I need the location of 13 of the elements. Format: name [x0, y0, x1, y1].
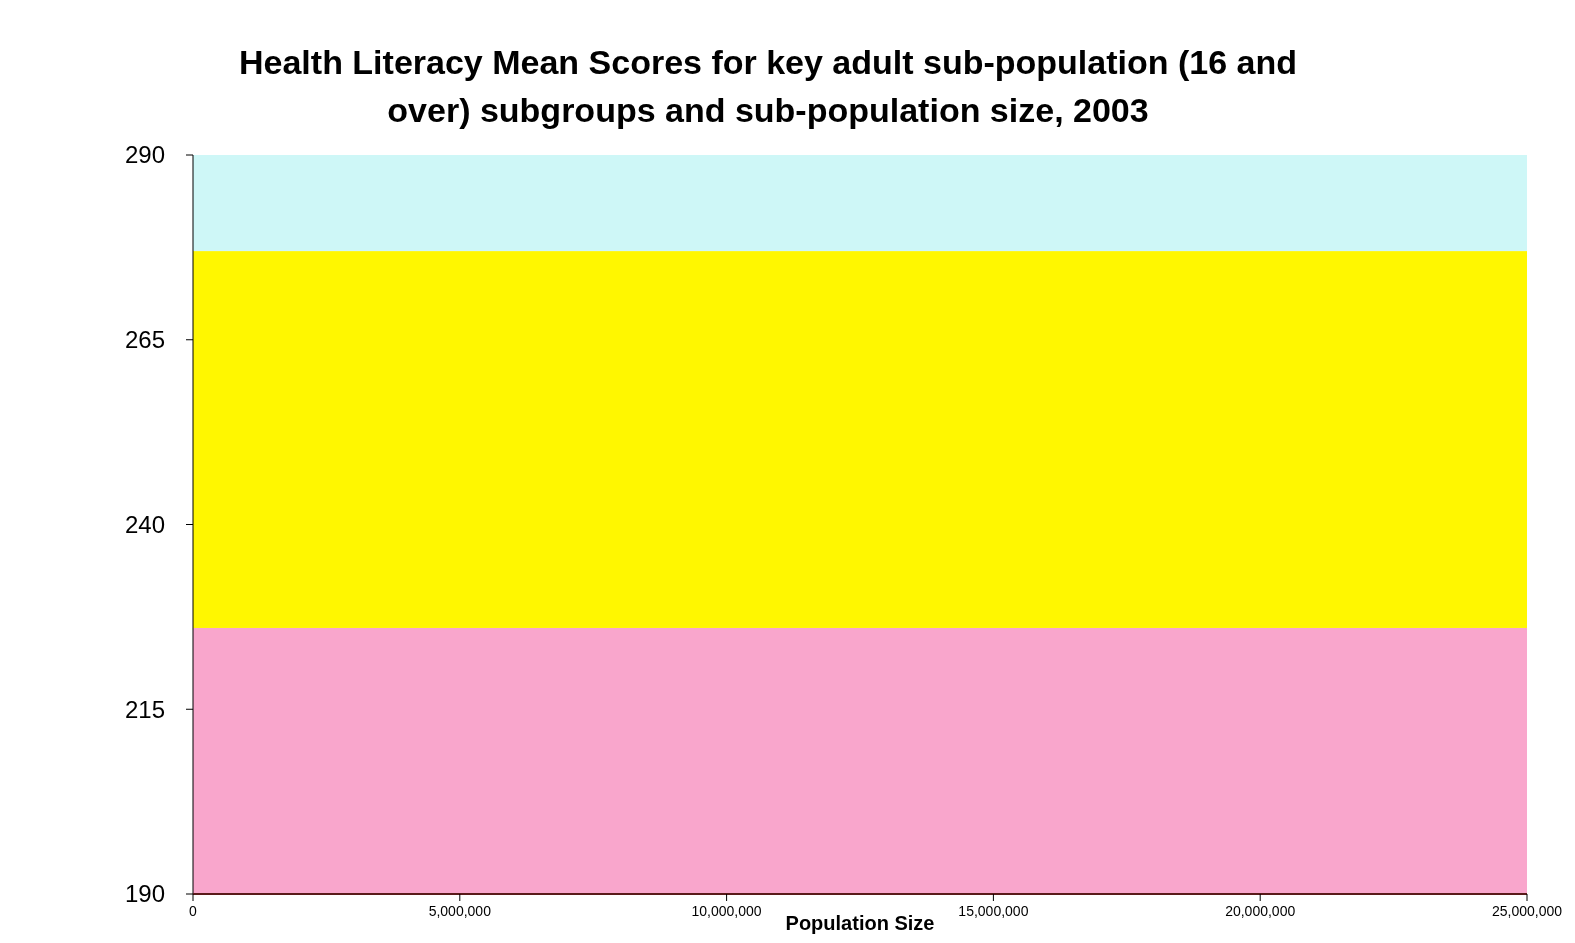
- x-tick-label: 10,000,000: [691, 903, 762, 919]
- x-tick-label: 25,000,000: [1491, 903, 1563, 919]
- y-tick-label: 215: [124, 695, 165, 723]
- x-tick-label: 5,000,000: [428, 903, 492, 919]
- chart-title: Health Literacy Mean Scores for key adult sub-population (16 and over) subgroups and sub-population size, 2003: [238, 43, 1298, 129]
- x-tick-label: 20,000,000: [1225, 903, 1296, 919]
- x-axis-title: Population Size: [785, 912, 935, 934]
- y-tick-label: 290: [124, 141, 165, 169]
- y-tick-label: 265: [124, 326, 165, 354]
- y-tick-label: 190: [124, 880, 165, 908]
- y-tick-label: 240: [124, 510, 165, 538]
- x-tick-label: 0: [189, 903, 198, 919]
- x-tick-label: 15,000,000: [958, 903, 1029, 919]
